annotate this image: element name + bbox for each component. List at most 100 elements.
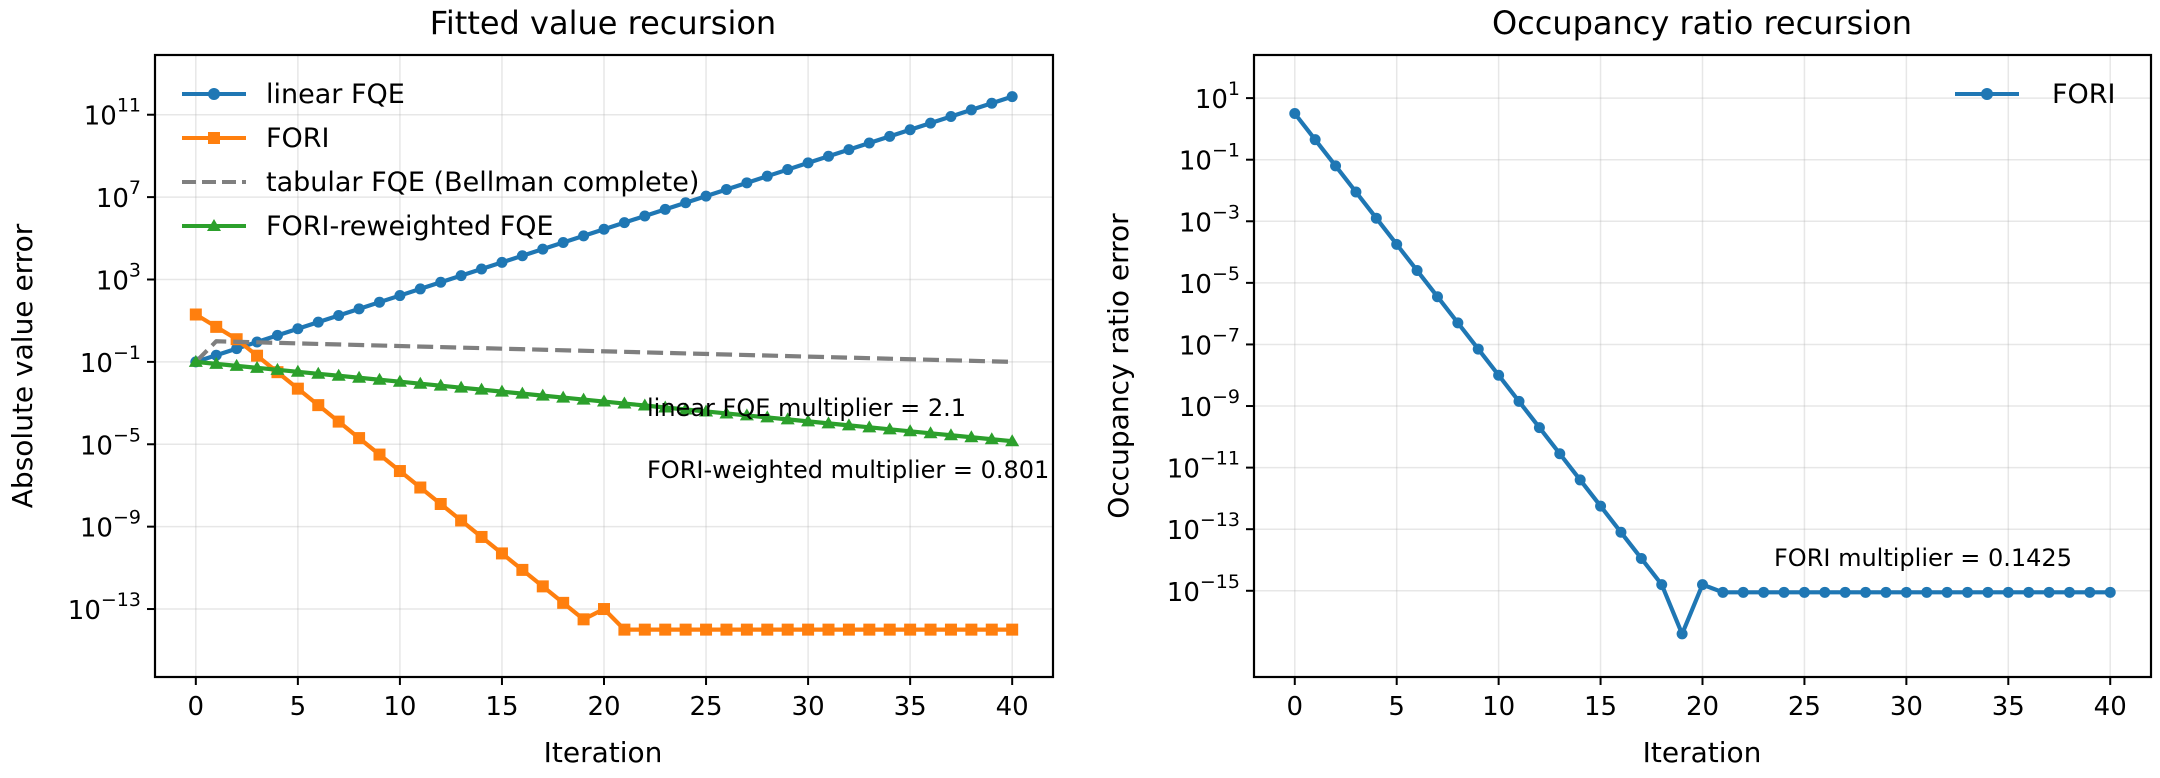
data-point [700, 190, 712, 202]
data-point [923, 426, 938, 439]
chart-title: Occupancy ratio recursion [1492, 4, 1912, 42]
legend: FORI [1955, 79, 2116, 110]
data-point [679, 623, 692, 636]
data-point [537, 243, 549, 255]
y-tick-label: 10−3 [1179, 201, 1240, 238]
series-tabular-fqe-bellman-complete [194, 339, 1013, 364]
data-point [760, 410, 775, 423]
data-point [474, 382, 489, 395]
data-point [1411, 265, 1423, 277]
data-point [311, 366, 326, 379]
data-point [373, 448, 386, 461]
x-tick-label: 5 [1388, 692, 1405, 722]
data-point [1595, 500, 1607, 512]
data-point [1615, 526, 1627, 538]
data-point [1921, 586, 1933, 598]
data-point [699, 404, 714, 417]
data-point [353, 432, 366, 445]
y-tick-label: 10−5 [80, 424, 141, 461]
x-tick-label: 20 [587, 692, 620, 722]
y-tick-label: 10−7 [1179, 324, 1240, 361]
data-point [2104, 586, 2116, 598]
data-point [883, 623, 896, 636]
data-point [413, 376, 428, 389]
x-tick-label: 40 [996, 692, 1029, 722]
y-tick-label: 103 [96, 259, 141, 296]
data-point [965, 104, 977, 116]
x-tick-label: 30 [792, 692, 825, 722]
data-point [495, 547, 508, 560]
data-point [843, 144, 855, 156]
x-tick-label: 10 [1482, 692, 1515, 722]
data-point [414, 481, 427, 494]
data-point [780, 412, 795, 425]
data-point [986, 97, 998, 109]
data-point [515, 386, 530, 399]
x-axis-label: Iteration [1643, 736, 1762, 769]
data-point [1330, 160, 1342, 172]
data-point [250, 360, 265, 373]
data-point [924, 623, 937, 636]
data-point [659, 203, 671, 215]
data-point [1900, 586, 1912, 598]
data-point [229, 358, 244, 371]
data-point [1758, 586, 1770, 598]
data-point [842, 623, 855, 636]
data-point [944, 623, 957, 636]
data-point [863, 623, 876, 636]
y-tick-label: 10−1 [80, 342, 141, 379]
data-point [1676, 628, 1688, 640]
data-point [945, 110, 957, 122]
data-point [535, 388, 550, 401]
y-tick-label: 10−11 [1167, 448, 1240, 485]
data-point [1717, 586, 1729, 598]
data-point [965, 623, 978, 636]
x-tick-label: 15 [1584, 692, 1617, 722]
data-point [2002, 586, 2014, 598]
data-point [210, 349, 222, 361]
data-point [678, 402, 693, 415]
data-point [2023, 586, 2035, 598]
legend-label: FORI-reweighted FQE [266, 211, 554, 242]
data-point [1819, 586, 1831, 598]
data-point [1513, 395, 1525, 407]
data-point [904, 623, 917, 636]
data-point [331, 368, 346, 381]
data-point [904, 124, 916, 136]
data-point [435, 276, 447, 288]
data-point [270, 362, 285, 375]
legend-entry-fori: FORI [1955, 79, 2116, 110]
data-point [557, 596, 570, 609]
data-point [1962, 586, 1974, 598]
data-point [312, 399, 325, 412]
y-tick-label: 1011 [84, 95, 141, 132]
data-point [1452, 317, 1464, 329]
data-point [659, 623, 672, 636]
legend-label: linear FQE [266, 79, 405, 110]
data-point [392, 374, 407, 387]
data-point [476, 263, 488, 275]
data-point [903, 424, 918, 437]
x-tick-label: 30 [1890, 692, 1923, 722]
data-point [455, 270, 467, 282]
data-point [556, 390, 571, 403]
legend-label: tabular FQE (Bellman complete) [266, 167, 699, 198]
data-point [1005, 434, 1020, 447]
data-point [2084, 586, 2096, 598]
data-point [374, 296, 385, 308]
y-tick-label: 107 [96, 177, 141, 214]
x-tick-label: 5 [290, 692, 307, 722]
data-point [231, 343, 243, 355]
data-point [1737, 586, 1749, 598]
data-point [1941, 586, 1953, 598]
x-axis-label: Iteration [544, 736, 663, 769]
data-point [598, 603, 610, 616]
series-line [194, 339, 1013, 364]
data-point [557, 237, 569, 249]
x-tick-label: 25 [1788, 692, 1821, 722]
legend-label: FORI [266, 123, 330, 154]
legend-entry-fori-reweighted: FORI-reweighted FQE [182, 211, 554, 242]
data-point [1574, 474, 1586, 486]
data-point [312, 316, 324, 328]
data-point [658, 400, 673, 413]
